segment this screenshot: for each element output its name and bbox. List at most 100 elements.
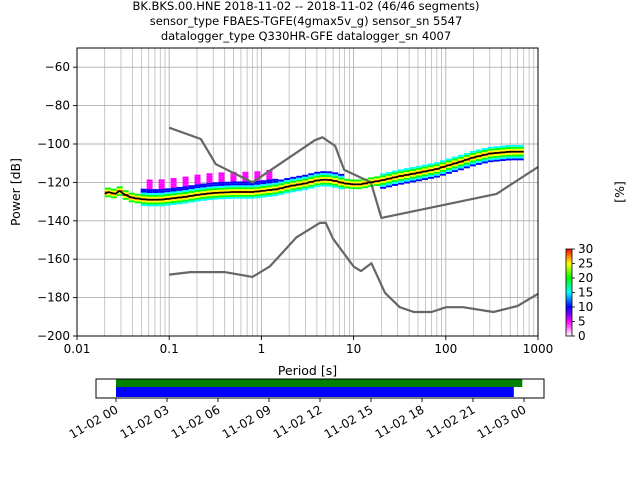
pdf-cell xyxy=(212,195,219,198)
pdf-cell xyxy=(332,172,339,175)
pdf-cell xyxy=(487,160,494,163)
pdf-cell xyxy=(326,175,333,178)
pdf-cell xyxy=(236,183,243,186)
pdf-cell xyxy=(398,176,405,179)
pdf-cell xyxy=(188,190,195,193)
pdf-cell xyxy=(517,146,524,149)
pdf-cell xyxy=(194,195,201,198)
pdf-cell xyxy=(392,170,399,173)
pdf-cell xyxy=(296,179,303,182)
pdf-cell xyxy=(110,190,117,193)
pdf-cell xyxy=(200,185,207,188)
pdf-cell xyxy=(188,196,195,199)
pdf-cell xyxy=(356,179,363,182)
pdf-cell xyxy=(499,155,506,158)
pdf-cell xyxy=(308,182,315,185)
pdf-cell xyxy=(404,170,410,172)
pdf-cell xyxy=(451,158,458,161)
pdf-cell xyxy=(176,194,183,197)
pdf-cell xyxy=(236,194,243,197)
pdf-cell xyxy=(134,201,141,204)
pdf-cell xyxy=(266,187,273,190)
pdf-cell xyxy=(194,190,201,192)
pdf-cell xyxy=(200,183,207,186)
pdf-cell xyxy=(206,194,213,197)
pdf-cell xyxy=(344,186,351,189)
pdf-cell xyxy=(505,156,512,159)
pdf-cell xyxy=(308,184,315,187)
pdf-cell xyxy=(302,188,309,191)
pdf-cell xyxy=(152,202,159,205)
pdf-cell xyxy=(110,188,117,191)
pdf-cell xyxy=(188,187,195,190)
pdf-cell xyxy=(146,179,153,182)
pdf-cell xyxy=(260,191,267,194)
pdf-cell xyxy=(427,163,434,166)
pdf-cell xyxy=(296,181,303,184)
pdf-cell xyxy=(445,162,452,165)
pdf-cell xyxy=(284,183,291,186)
pdf-cell xyxy=(182,184,189,187)
pdf-cell xyxy=(493,157,500,160)
pdf-cell xyxy=(266,181,273,184)
pdf-cell xyxy=(314,173,321,176)
pdf-cell xyxy=(380,184,387,187)
pdf-cell xyxy=(421,168,428,171)
colorbar-tick-label: 0 xyxy=(578,329,586,343)
pdf-cell xyxy=(320,182,327,185)
pdf-cell xyxy=(457,156,464,159)
pdf-cell xyxy=(230,196,237,199)
pdf-cell xyxy=(493,153,500,156)
pdf-cell xyxy=(386,171,393,174)
pdf-cell xyxy=(206,188,213,191)
pdf-cell xyxy=(224,181,231,184)
pdf-cell xyxy=(218,187,225,190)
pdf-cell xyxy=(302,174,309,177)
pdf-cell xyxy=(320,176,327,179)
pdf-cell xyxy=(290,176,297,179)
y-tick-label: −120 xyxy=(37,175,70,189)
pdf-cell xyxy=(517,148,524,151)
time-tick-label: 11-03 00 xyxy=(475,402,529,441)
time-tick-label: 11-02 21 xyxy=(424,402,478,441)
pdf-cell xyxy=(511,158,518,161)
plot-lines xyxy=(104,126,539,314)
pdf-cell xyxy=(104,193,111,196)
high-noise-model-line xyxy=(168,126,539,219)
pdf-cell xyxy=(314,171,321,174)
pdf-cell xyxy=(266,179,273,182)
pdf-cell xyxy=(248,187,255,190)
pdf-cell xyxy=(463,154,470,157)
pdf-cell xyxy=(380,181,387,183)
pdf-cell xyxy=(344,184,351,187)
pdf-cell xyxy=(140,192,147,195)
pdf-cell xyxy=(445,158,452,161)
pdf-cell xyxy=(230,179,237,182)
pdf-cell xyxy=(517,152,524,155)
pdf-cell xyxy=(212,189,219,192)
pdf-cell xyxy=(260,186,267,188)
pdf-cell xyxy=(499,149,506,152)
pdf-cell xyxy=(140,190,147,193)
pdf-cell xyxy=(146,189,153,192)
pdf-cell xyxy=(356,181,363,184)
pdf-cell xyxy=(140,196,147,199)
pdf-cell xyxy=(439,169,446,172)
time-tick-label: 11-02 09 xyxy=(220,402,274,441)
pdf-cell xyxy=(152,196,159,199)
pdf-cell xyxy=(182,191,189,194)
time-tick-label: 11-02 12 xyxy=(271,402,325,441)
chart-title: BK.BKS.00.HNE 2018-11-02 -- 2018-11-02 (… xyxy=(132,0,479,43)
pdf-cell xyxy=(140,202,147,205)
x-tick-label: 100 xyxy=(434,342,457,356)
pdf-cell xyxy=(421,174,428,177)
pdf-cell xyxy=(230,192,237,195)
pdf-cell xyxy=(511,148,518,151)
pdf-cell xyxy=(176,198,183,201)
pdf-cell xyxy=(176,188,183,191)
pdf-cell xyxy=(188,200,195,203)
pdf-cell xyxy=(404,168,410,171)
pdf-cell xyxy=(206,196,213,199)
pdf-cell xyxy=(320,184,327,187)
pdf-cell xyxy=(224,193,231,196)
